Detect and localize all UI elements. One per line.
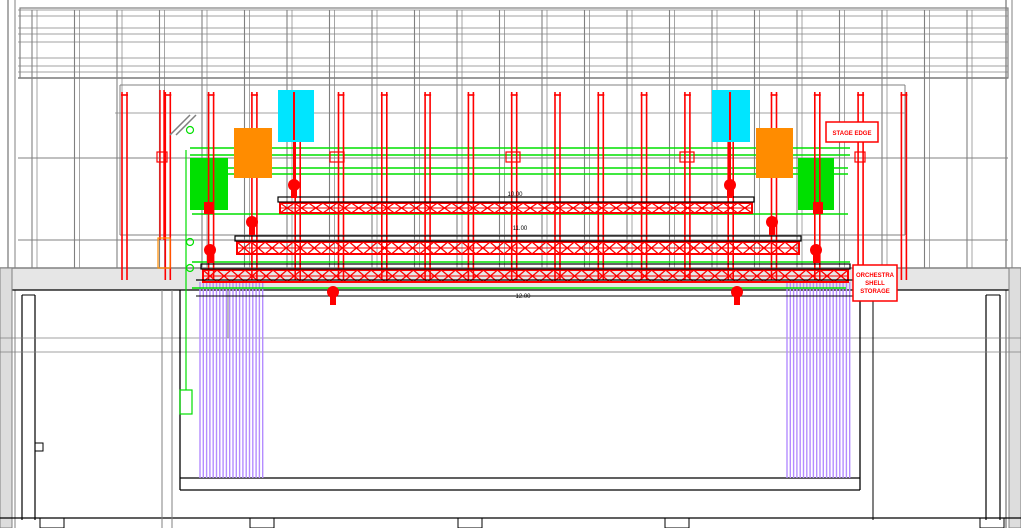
grid-frame [19, 7, 1009, 79]
truss-lower-top [200, 263, 851, 270]
pipe-clamp [854, 151, 866, 163]
stage-label-box: STAGE EDGE [825, 121, 879, 143]
lamp-icon [278, 90, 314, 142]
hoist-block [204, 202, 214, 214]
dimension-label: 10.00 [507, 192, 523, 198]
green-panel-right [798, 158, 834, 210]
wall-outlet [34, 442, 44, 452]
dimension-label: 11.00 [513, 226, 528, 232]
hoist-body [813, 255, 819, 263]
red-pipe-uprights [121, 90, 908, 280]
hoist-body [727, 190, 733, 198]
storage-label-box: ORCHESTRA SHELL STORAGE [852, 264, 898, 302]
storage-label-line-2: SHELL [865, 281, 885, 287]
dimension-label: 12.00 [515, 294, 531, 300]
pipe-clamp [156, 151, 168, 163]
hoist-icon [766, 216, 778, 228]
red-trusses [196, 196, 853, 297]
hoist-icon [731, 286, 743, 298]
truss-middle-top [234, 235, 802, 242]
hoist-block [813, 202, 823, 214]
hoist-icon [810, 244, 822, 256]
pipe-clamp [679, 151, 695, 163]
diagonal-brace [169, 114, 191, 136]
storage-label-line-3: STORAGE [860, 289, 890, 295]
batten-node [185, 263, 195, 273]
hoist-body [291, 190, 297, 198]
hoist-body [734, 297, 740, 305]
stage-label-text: STAGE EDGE [833, 131, 872, 137]
batten-node [185, 125, 195, 135]
floor-fixture [249, 517, 275, 528]
floor-fixture [664, 517, 690, 528]
hoist-icon [246, 216, 258, 228]
building-walls [0, 150, 1021, 528]
storage-label-line-1: ORCHESTRA [856, 273, 895, 279]
hoist-icon [327, 286, 339, 298]
right-wall [1008, 267, 1021, 528]
floor-fixture [457, 517, 483, 528]
fixture-icon [234, 128, 272, 178]
lighting-fixtures [204, 90, 823, 305]
left-wall [0, 267, 13, 528]
orange-post [157, 237, 171, 269]
pipe-clamp [505, 151, 521, 163]
hoist-body [249, 227, 255, 235]
fixture-icon [756, 128, 793, 178]
green-box [179, 389, 193, 415]
floor-fixture [39, 517, 65, 528]
floor-fixture [979, 517, 1005, 528]
hoist-body [769, 227, 775, 235]
drape-panels [199, 282, 851, 478]
diagonal-brace [175, 114, 197, 136]
hoist-body [207, 255, 213, 263]
truss-upper-top [277, 196, 755, 203]
batten-node [185, 237, 195, 247]
pipe-clamp [329, 151, 345, 163]
hoist-body [330, 297, 336, 305]
hoist-icon [204, 244, 216, 256]
